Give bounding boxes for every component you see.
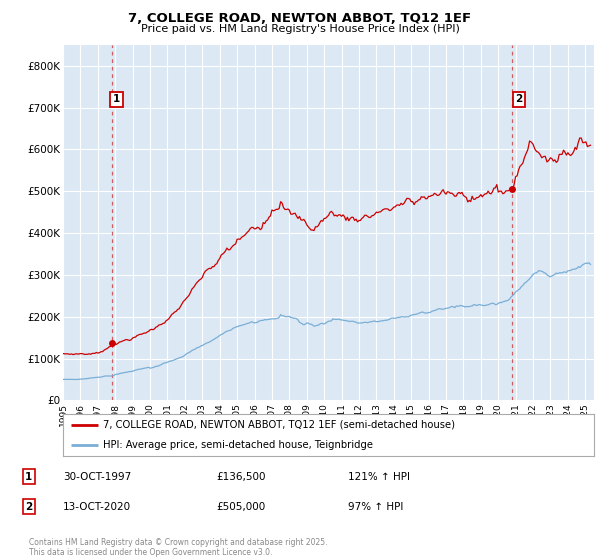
Text: 7, COLLEGE ROAD, NEWTON ABBOT, TQ12 1EF (semi-detached house): 7, COLLEGE ROAD, NEWTON ABBOT, TQ12 1EF … (103, 420, 455, 430)
Text: £136,500: £136,500 (216, 472, 265, 482)
Text: £505,000: £505,000 (216, 502, 265, 512)
Text: 7, COLLEGE ROAD, NEWTON ABBOT, TQ12 1EF: 7, COLLEGE ROAD, NEWTON ABBOT, TQ12 1EF (128, 12, 472, 25)
Text: 1: 1 (25, 472, 32, 482)
Text: 2: 2 (515, 94, 523, 104)
Text: Contains HM Land Registry data © Crown copyright and database right 2025.
This d: Contains HM Land Registry data © Crown c… (29, 538, 328, 557)
Text: 97% ↑ HPI: 97% ↑ HPI (348, 502, 403, 512)
Text: 1: 1 (113, 94, 120, 104)
Text: 30-OCT-1997: 30-OCT-1997 (63, 472, 131, 482)
Text: HPI: Average price, semi-detached house, Teignbridge: HPI: Average price, semi-detached house,… (103, 440, 373, 450)
Text: 13-OCT-2020: 13-OCT-2020 (63, 502, 131, 512)
Text: 2: 2 (25, 502, 32, 512)
Text: 121% ↑ HPI: 121% ↑ HPI (348, 472, 410, 482)
Text: Price paid vs. HM Land Registry's House Price Index (HPI): Price paid vs. HM Land Registry's House … (140, 24, 460, 34)
